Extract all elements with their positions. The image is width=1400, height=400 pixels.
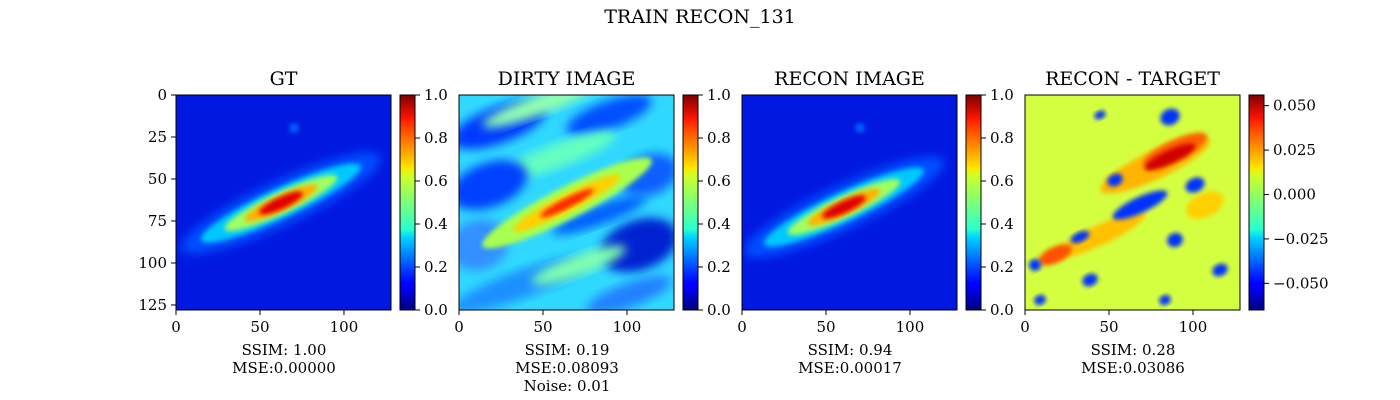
subplot-title: RECON IMAGE — [774, 68, 925, 90]
x-tick-label: 0 — [171, 318, 181, 336]
axes-frame — [741, 94, 958, 311]
heatmap-image — [1025, 95, 1240, 310]
x-tick-label: 0 — [454, 318, 464, 336]
colorbar-gradient — [1248, 94, 1265, 311]
colorbar-tick-label: 1.0 — [990, 86, 1014, 104]
colorbar-tick-label: 0.2 — [424, 258, 448, 276]
colorbar-gradient — [682, 94, 699, 311]
subplot-2: DIRTY IMAGE 0 50 100 0.0 0.2 0.4 0.6 0.8 1.0 SSIM:… — [454, 68, 731, 395]
colorbar: 0.050 0.025 0.000 −0.025 −0.050 — [1248, 94, 1329, 311]
colorbar-tick-label: 0.4 — [424, 215, 448, 233]
subplot-title: GT — [270, 68, 298, 90]
colorbar-tick-label: 0.050 — [1273, 97, 1316, 115]
figure-title: TRAIN RECON_131 — [604, 6, 796, 28]
metric-line: MSE:0.03086 — [1081, 359, 1185, 377]
metric-line: MSE:0.08093 — [515, 359, 619, 377]
colorbar-tick-label: 0.2 — [707, 258, 731, 276]
colorbar-tick-label: 1.0 — [707, 86, 731, 104]
colorbar: 0.0 0.2 0.4 0.6 0.8 1.0 — [399, 86, 448, 319]
x-tick-label: 100 — [1179, 318, 1208, 336]
subplot-title: DIRTY IMAGE — [498, 68, 636, 90]
colorbar-tick-label: 1.0 — [424, 86, 448, 104]
metric-line: MSE:0.00017 — [798, 359, 902, 377]
colorbar-gradient — [965, 94, 982, 311]
colorbar-gradient — [399, 94, 416, 311]
colorbar-tick-label: −0.025 — [1273, 230, 1329, 248]
x-tick-label: 0 — [1020, 318, 1030, 336]
colorbar-tick-label: 0.6 — [424, 172, 448, 190]
colorbar-tick-label: 0.6 — [990, 172, 1014, 190]
subplot-title: RECON - TARGET — [1045, 68, 1220, 90]
metric-line: SSIM: 0.94 — [808, 341, 893, 359]
x-tick-label: 100 — [613, 318, 642, 336]
x-tick-label: 50 — [250, 318, 269, 336]
subplot-4: RECON - TARGET 0 50 100 0.050 0.025 0.000 −0.02… — [1020, 68, 1328, 377]
colorbar-tick-label: 0.4 — [990, 215, 1014, 233]
y-tick-label: 50 — [148, 170, 167, 188]
heatmap-image — [176, 95, 391, 310]
metric-line: MSE:0.00000 — [232, 359, 336, 377]
metric-line: SSIM: 1.00 — [242, 341, 327, 359]
colorbar: 0.0 0.2 0.4 0.6 0.8 1.0 — [682, 86, 731, 319]
y-tick-label: 125 — [138, 296, 167, 314]
axes-frame — [175, 94, 392, 311]
x-tick-label: 0 — [737, 318, 747, 336]
colorbar-tick-label: 0.000 — [1273, 186, 1316, 204]
colorbar-tick-label: 0.8 — [990, 129, 1014, 147]
y-tick-label: 25 — [148, 128, 167, 146]
colorbar-tick-label: 0.0 — [990, 301, 1014, 319]
subplot-1: GT 0 50 100 0 25 50 75 100 125 0.0 0.2 0.4 0.6 0.8 1.0 S… — [138, 68, 448, 377]
colorbar-tick-label: 0.6 — [707, 172, 731, 190]
axes-frame — [1024, 94, 1241, 311]
colorbar-tick-label: 0.2 — [990, 258, 1014, 276]
axes-frame — [458, 94, 675, 311]
x-tick-label: 50 — [1099, 318, 1118, 336]
x-tick-label: 100 — [896, 318, 925, 336]
colorbar-tick-label: 0.8 — [424, 129, 448, 147]
heatmap-image — [742, 95, 957, 310]
metric-line: SSIM: 0.28 — [1091, 341, 1176, 359]
colorbar-tick-label: −0.050 — [1273, 274, 1329, 292]
colorbar-tick-label: 0.8 — [707, 129, 731, 147]
colorbar-tick-label: 0.0 — [424, 301, 448, 319]
y-tick-label: 0 — [157, 86, 167, 104]
colorbar: 0.0 0.2 0.4 0.6 0.8 1.0 — [965, 86, 1014, 319]
subplot-3: RECON IMAGE 0 50 100 0.0 0.2 0.4 0.6 0.8 1.0 SSIM:… — [737, 68, 1014, 377]
colorbar-tick-label: 0.0 — [707, 301, 731, 319]
x-tick-label: 100 — [330, 318, 359, 336]
metric-line: SSIM: 0.19 — [525, 341, 610, 359]
colorbar-tick-label: 0.4 — [707, 215, 731, 233]
colorbar-tick-label: 0.025 — [1273, 141, 1316, 159]
y-tick-label: 100 — [138, 254, 167, 272]
x-tick-label: 50 — [816, 318, 835, 336]
y-tick-label: 75 — [148, 212, 167, 230]
heatmap-image — [459, 95, 674, 310]
x-tick-label: 50 — [533, 318, 552, 336]
metric-line: Noise: 0.01 — [524, 377, 611, 395]
